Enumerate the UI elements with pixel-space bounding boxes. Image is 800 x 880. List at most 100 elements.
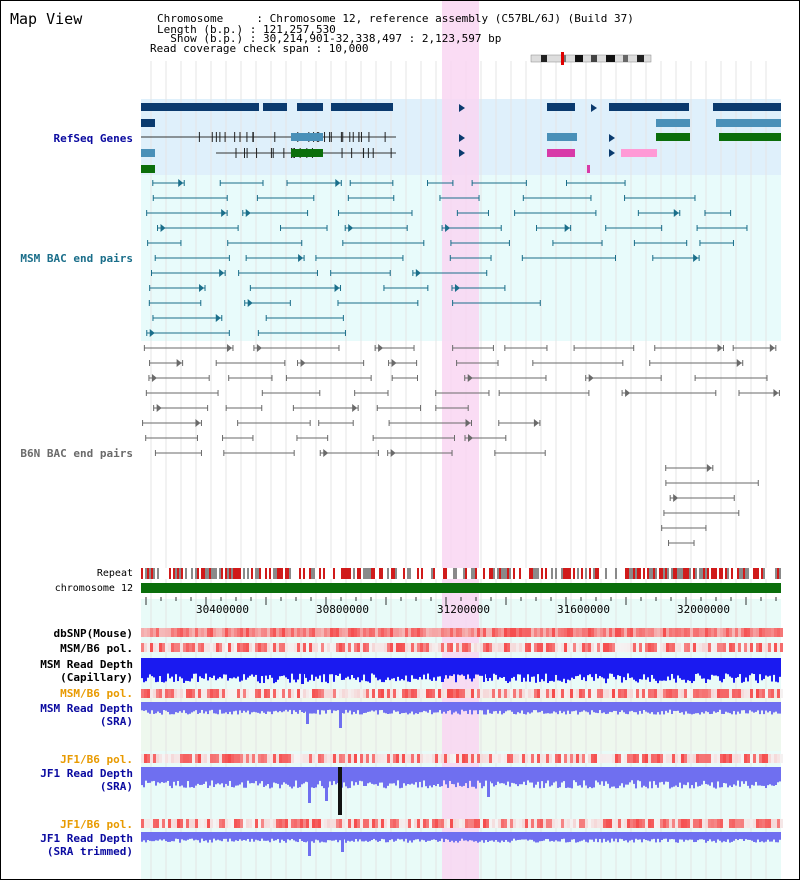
depth-bar bbox=[289, 702, 291, 710]
repeat-mark bbox=[707, 568, 709, 579]
depth-bar bbox=[325, 658, 327, 682]
depth-bar bbox=[675, 702, 677, 712]
depth-bar bbox=[273, 832, 275, 841]
depth-bar bbox=[733, 832, 735, 841]
b6n-bac-label[interactable]: B6N BAC end pairs bbox=[20, 447, 133, 460]
heat-cell bbox=[492, 689, 495, 698]
msm-b6-pol-label[interactable]: MSM/B6 pol. bbox=[60, 642, 133, 655]
heat-cell bbox=[645, 754, 648, 763]
depth-bar bbox=[211, 832, 213, 843]
heat-cell bbox=[756, 819, 759, 828]
repeat-mark bbox=[353, 568, 355, 579]
depth-bar bbox=[297, 658, 299, 680]
depth-bar bbox=[577, 702, 579, 715]
heat-cell bbox=[510, 819, 513, 828]
heat-cell bbox=[261, 819, 264, 828]
jf1-depth-trimmed-label[interactable]: JF1 Read Depth (SRA trimmed) bbox=[40, 832, 133, 858]
heat-cell bbox=[621, 689, 624, 698]
depth-bar bbox=[749, 832, 751, 840]
depth-bar bbox=[195, 832, 197, 840]
heat-cell bbox=[216, 628, 219, 637]
heat-cell bbox=[471, 628, 474, 637]
heat-cell bbox=[219, 628, 222, 637]
depth-bar bbox=[213, 658, 215, 676]
depth-bar bbox=[149, 658, 151, 675]
heat-cell bbox=[270, 643, 273, 652]
repeat-mark bbox=[385, 568, 387, 579]
repeat-mark bbox=[277, 568, 279, 579]
heat-cell bbox=[318, 754, 321, 763]
heat-cell bbox=[465, 643, 468, 652]
depth-bar bbox=[261, 658, 263, 677]
heat-cell bbox=[558, 754, 561, 763]
heat-cell bbox=[738, 643, 741, 652]
depth-bar bbox=[579, 832, 581, 842]
heat-cell bbox=[486, 643, 489, 652]
heat-cell bbox=[543, 628, 546, 637]
jf1-b6-pol-trimmed-label[interactable]: JF1/B6 pol. bbox=[60, 818, 133, 831]
heat-cell bbox=[708, 689, 711, 698]
depth-bar bbox=[173, 832, 175, 842]
depth-bar bbox=[251, 832, 253, 839]
msm-depth-capillary-label[interactable]: MSM Read Depth (Capillary) bbox=[40, 658, 133, 684]
depth-bar bbox=[231, 702, 233, 715]
depth-bar bbox=[607, 658, 609, 679]
depth-bar bbox=[357, 658, 359, 678]
heat-cell bbox=[183, 754, 186, 763]
heat-cell bbox=[444, 643, 447, 652]
depth-bar bbox=[639, 832, 641, 840]
depth-bar bbox=[399, 767, 401, 789]
depth-bar bbox=[757, 658, 759, 684]
heat-cell bbox=[177, 689, 180, 698]
msm-depth-sra-label[interactable]: MSM Read Depth (SRA) bbox=[40, 702, 133, 728]
heat-cell bbox=[321, 819, 324, 828]
heat-cell bbox=[600, 628, 603, 637]
heat-cell bbox=[489, 819, 492, 828]
depth-bar bbox=[351, 832, 353, 841]
depth-bar bbox=[457, 702, 459, 714]
dbsnp-label[interactable]: dbSNP(Mouse) bbox=[53, 627, 133, 640]
depth-bar bbox=[235, 832, 237, 841]
depth-bar bbox=[669, 658, 671, 681]
depth-bar bbox=[673, 658, 675, 679]
repeat-mark bbox=[573, 568, 575, 579]
repeat-mark bbox=[745, 568, 747, 579]
heat-cell bbox=[192, 643, 195, 652]
heat-cell bbox=[681, 819, 684, 828]
heat-cell bbox=[591, 754, 594, 763]
depth-bar bbox=[179, 702, 181, 712]
jf1-depth-sra-label[interactable]: JF1 Read Depth (SRA) bbox=[40, 767, 133, 793]
depth-bar bbox=[627, 832, 629, 843]
heat-cell bbox=[738, 819, 741, 828]
heat-cell bbox=[534, 643, 537, 652]
depth-bar bbox=[573, 832, 575, 840]
depth-bar bbox=[625, 832, 627, 841]
depth-bar bbox=[379, 767, 381, 783]
depth-bar bbox=[343, 658, 345, 680]
repeat-mark bbox=[533, 568, 535, 579]
heat-cell bbox=[180, 819, 183, 828]
refseq-genes-label[interactable]: RefSeq Genes bbox=[53, 132, 133, 145]
msm-b6-pol-sra-label[interactable]: MSM/B6 pol. bbox=[60, 687, 133, 700]
depth-bar bbox=[687, 702, 689, 714]
heat-cell bbox=[348, 643, 351, 652]
depth-bar bbox=[515, 658, 517, 681]
heat-cell bbox=[675, 754, 678, 763]
heat-cell bbox=[369, 628, 372, 637]
heat-cell bbox=[462, 754, 465, 763]
depth-bar bbox=[613, 658, 615, 677]
jf1-b6-pol-label[interactable]: JF1/B6 pol. bbox=[60, 753, 133, 766]
heat-cell bbox=[318, 643, 321, 652]
depth-bar bbox=[761, 832, 763, 842]
depth-bar bbox=[769, 832, 771, 842]
heat-cell bbox=[777, 643, 780, 652]
depth-bar bbox=[217, 702, 219, 715]
heat-cell bbox=[324, 819, 327, 828]
depth-bar bbox=[363, 702, 365, 713]
depth-bar bbox=[449, 767, 451, 781]
depth-bar bbox=[525, 702, 527, 715]
msm-bac-label[interactable]: MSM BAC end pairs bbox=[20, 252, 133, 265]
depth-bar bbox=[247, 658, 249, 678]
heat-cell bbox=[258, 643, 261, 652]
